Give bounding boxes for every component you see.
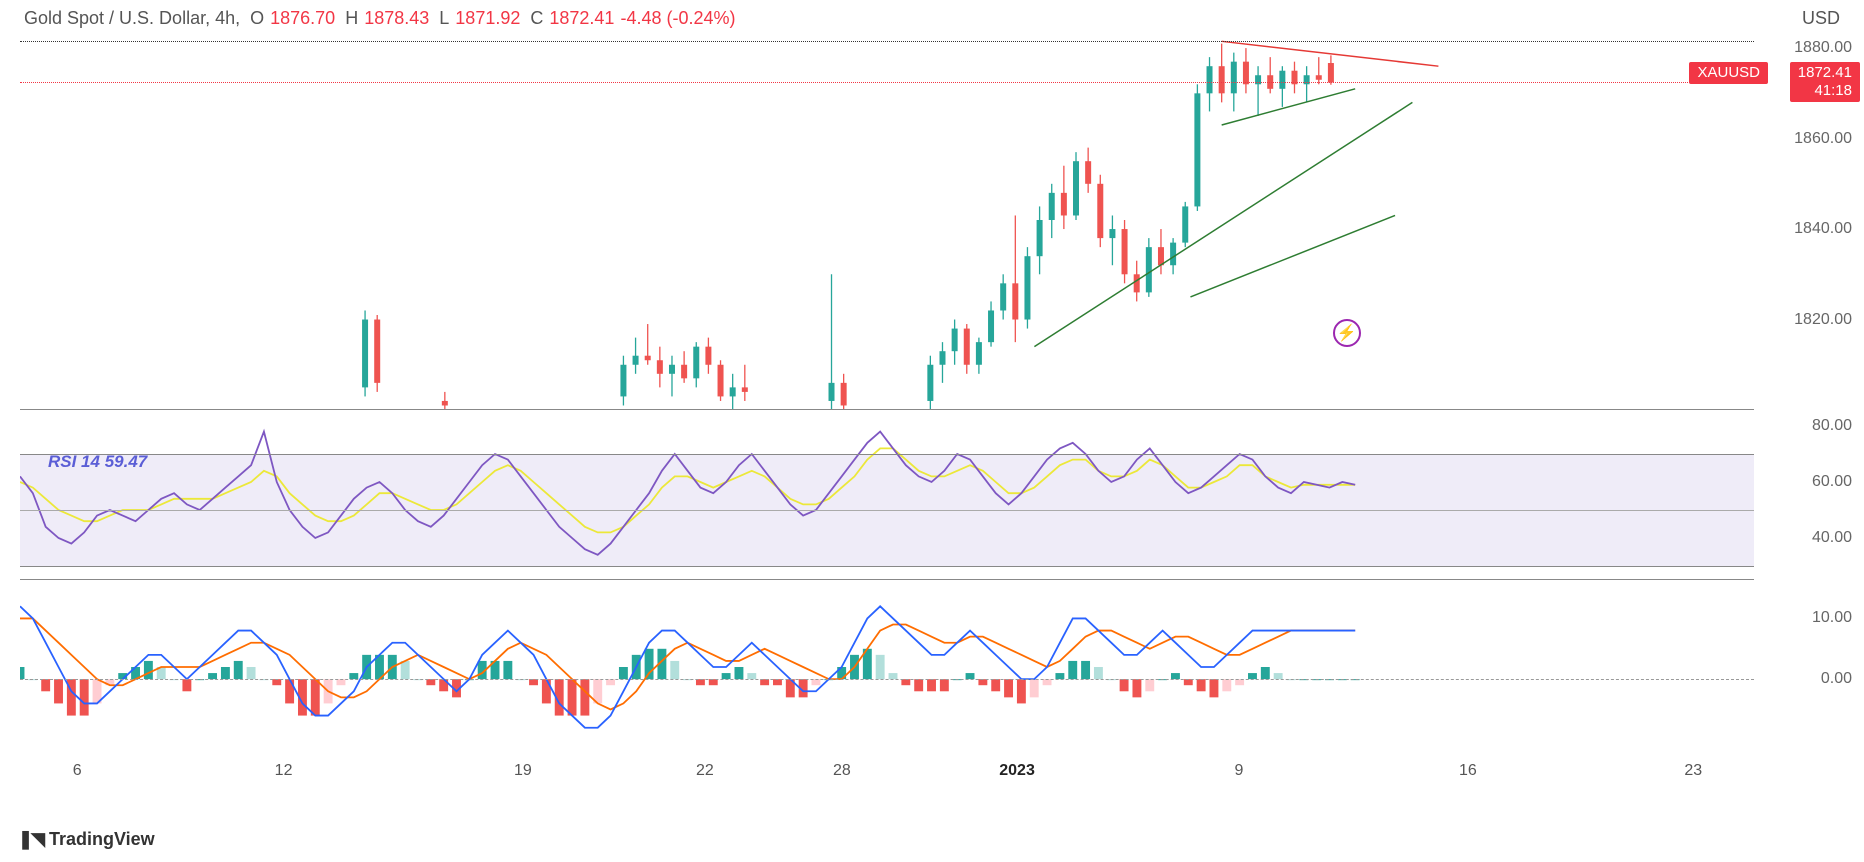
high-line: [20, 41, 1754, 42]
xaxis-tick: 19: [514, 762, 532, 780]
price-ytick: 1880.00: [1794, 39, 1852, 57]
low-label: L: [439, 8, 449, 29]
xaxis-tick: 12: [275, 762, 293, 780]
macd-zero-line: [20, 679, 1754, 680]
price-ytick: 1820.00: [1794, 311, 1852, 329]
open-value: 1876.70: [270, 8, 335, 29]
rsi-label: RSI 14 59.47: [48, 452, 147, 472]
last-price-line: [20, 82, 1754, 83]
xaxis-tick: 16: [1459, 762, 1477, 780]
xaxis-tick: 22: [696, 762, 714, 780]
xaxis-tick: 2023: [999, 762, 1035, 780]
tradingview-icon: ❚◥: [18, 829, 43, 850]
xaxis-tick: 9: [1235, 762, 1244, 780]
rsi-pane[interactable]: RSI 14 59.47: [20, 412, 1754, 580]
price-ytick: 1860.00: [1794, 130, 1852, 148]
tradingview-logo[interactable]: ❚◥ TradingView: [18, 829, 155, 850]
xaxis-tick: 6: [73, 762, 82, 780]
symbol-name: Gold Spot / U.S. Dollar, 4h,: [24, 8, 240, 29]
low-value: 1871.92: [455, 8, 520, 29]
badge-price: 1872.41: [1798, 64, 1852, 82]
xaxis-tick: 23: [1684, 762, 1702, 780]
close-label: C: [530, 8, 543, 29]
logo-text: TradingView: [49, 829, 155, 850]
close-value: 1872.41: [549, 8, 614, 29]
macd-chart-svg: [20, 582, 1754, 752]
rsi-gridline: [20, 510, 1754, 511]
price-pane[interactable]: ⚡: [20, 30, 1754, 410]
price-badge: 1872.4141:18: [1790, 62, 1860, 102]
high-label: H: [345, 8, 358, 29]
rsi-gridline: [20, 454, 1754, 455]
lightning-icon[interactable]: ⚡: [1333, 319, 1361, 347]
currency-label: USD: [1802, 8, 1840, 29]
rsi-gridline: [20, 566, 1754, 567]
change-value: -4.48 (-0.24%): [620, 8, 735, 29]
price-chart-svg: [20, 30, 1754, 409]
macd-pane[interactable]: [20, 582, 1754, 752]
rsi-ytick: 60.00: [1812, 473, 1852, 491]
price-ytick: 1840.00: [1794, 220, 1852, 238]
rsi-ytick: 40.00: [1812, 529, 1852, 547]
symbol-badge: XAUUSD: [1689, 62, 1768, 84]
macd-ytick: 10.00: [1812, 609, 1852, 627]
badge-countdown: 41:18: [1798, 82, 1852, 100]
xaxis-tick: 28: [833, 762, 851, 780]
open-label: O: [250, 8, 264, 29]
x-axis: 6 12 19 22 28 2023 9 16 23: [20, 758, 1754, 798]
chart-header: Gold Spot / U.S. Dollar, 4h, O 1876.70 H…: [24, 8, 736, 29]
high-value: 1878.43: [364, 8, 429, 29]
rsi-ytick: 80.00: [1812, 417, 1852, 435]
chart-container: Gold Spot / U.S. Dollar, 4h, O 1876.70 H…: [0, 0, 1864, 862]
macd-ytick: 0.00: [1821, 670, 1852, 688]
